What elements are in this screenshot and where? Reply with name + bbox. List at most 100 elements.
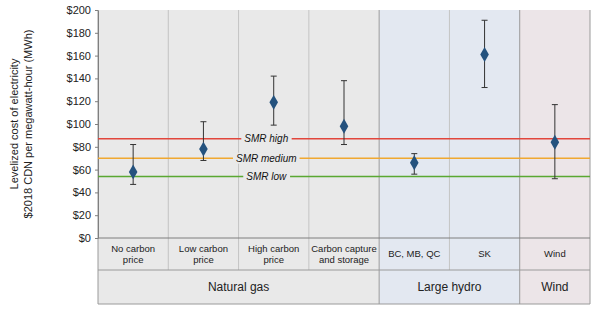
marker [199, 142, 208, 157]
marker [480, 47, 489, 62]
y-tick-label: $180 [67, 27, 91, 39]
y-tick: $160 [67, 50, 98, 62]
error-cap-high [411, 153, 417, 154]
y-tick-mark [95, 192, 98, 193]
error-bar [344, 81, 345, 145]
category-label-line: price [123, 254, 144, 265]
error-cap-low [130, 184, 136, 185]
y-tick: $40 [73, 186, 98, 198]
category-label: Carbon captureand storage [311, 243, 376, 265]
category-label-line: No carbon [111, 243, 155, 254]
y-tick: $60 [73, 164, 98, 176]
category-label-line: and storage [319, 254, 369, 265]
category-label: No carbonprice [111, 243, 155, 265]
marker [340, 119, 349, 134]
y-tick-label: $80 [73, 141, 91, 153]
category-label: SK [478, 248, 491, 259]
y-tick: $20 [73, 209, 98, 221]
y-tick-mark [95, 56, 98, 57]
reference-label-background [243, 171, 290, 182]
error-cap-low [552, 178, 558, 179]
y-tick-mark [95, 238, 98, 239]
y-tick: $120 [67, 95, 98, 107]
category-label-line: Low carbon [179, 243, 228, 254]
y-tick-label: $120 [67, 95, 91, 107]
chart: $0 $20 $40 $60 $80 $100 $120 $140 $160 $180 $200 Le… [0, 0, 600, 320]
y-tick-label: $60 [73, 164, 91, 176]
error-cap-high [130, 144, 136, 145]
row-separator [98, 304, 590, 305]
group-separator [379, 10, 380, 304]
error-cap-high [482, 20, 488, 21]
y-tick-label: $200 [67, 4, 91, 16]
y-axis-title-line: $2018 CDN per megawatt-hour (MWh) [22, 30, 34, 219]
category-label-line: Wind [544, 248, 566, 259]
marker [269, 95, 278, 110]
category-label-line: price [263, 254, 284, 265]
error-cap-high [552, 104, 558, 105]
x-axis-line [98, 238, 590, 239]
group-label: Natural gas [208, 280, 269, 294]
y-tick-mark [95, 33, 98, 34]
y-tick-label: $0 [79, 232, 91, 244]
category-separator [308, 10, 309, 270]
y-tick-label: $160 [67, 50, 91, 62]
reference-label: SMR medium [236, 153, 297, 164]
y-tick: $0 [79, 232, 98, 244]
reference-label-group: SMR low [243, 171, 290, 182]
error-cap-high [271, 76, 277, 77]
category-labels: No carbonpriceLow carbonpriceHigh carbon… [111, 243, 565, 265]
y-axis-title: Levelized cost of electricity$2018 CDN p… [8, 30, 34, 219]
error-cap-high [341, 80, 347, 81]
group-background [520, 10, 590, 304]
error-cap-high [200, 121, 206, 122]
category-label: Low carbonprice [179, 243, 228, 265]
y-tick-mark [95, 215, 98, 216]
y-tick: $200 [67, 4, 98, 16]
y-tick-mark [95, 101, 98, 102]
y-tick: $100 [67, 118, 98, 130]
reference-label: SMR low [246, 171, 287, 182]
marker [129, 164, 138, 179]
y-tick-mark [95, 124, 98, 125]
y-tick-label: $20 [73, 209, 91, 221]
reference-label-group: SMR medium [233, 153, 300, 164]
error-cap-low [341, 144, 347, 145]
error-cap-low [271, 125, 277, 126]
category-label-line: High carbon [248, 243, 299, 254]
category-separator [449, 10, 450, 270]
error-cap-low [200, 160, 206, 161]
y-tick-mark [95, 170, 98, 171]
group-separator [519, 10, 520, 304]
plot-marks [98, 20, 590, 184]
y-tick-mark [95, 147, 98, 148]
marker [410, 155, 419, 170]
y-tick: $180 [67, 27, 98, 39]
group-separator [98, 10, 99, 304]
row-separator [98, 270, 590, 271]
error-cap-low [482, 87, 488, 88]
y-tick-mark [95, 78, 98, 79]
category-label-line: SK [478, 248, 491, 259]
y-tick: $140 [67, 72, 98, 84]
y-axis: $0 $20 $40 $60 $80 $100 $120 $140 $160 $180 $200 [67, 4, 99, 244]
separators [98, 10, 590, 304]
error-cap-low [411, 174, 417, 175]
category-separator [238, 10, 239, 270]
category-label-line: price [193, 254, 214, 265]
group-label: Wind [541, 280, 568, 294]
group-background [379, 10, 520, 304]
reference-labels: SMR highSMR mediumSMR low [233, 133, 300, 182]
group-background [98, 10, 379, 304]
reference-label-background [233, 153, 300, 164]
reference-label-background [241, 133, 291, 144]
reference-line [98, 157, 590, 159]
y-tick-label: $40 [73, 186, 91, 198]
y-tick: $80 [73, 141, 98, 153]
y-axis-title-line: Levelized cost of electricity [8, 58, 20, 189]
category-label: Wind [544, 248, 566, 259]
reference-line [98, 176, 590, 178]
y-axis-line [98, 11, 99, 239]
category-label-line: BC, MB, QC [388, 248, 440, 259]
group-separator [590, 10, 591, 304]
